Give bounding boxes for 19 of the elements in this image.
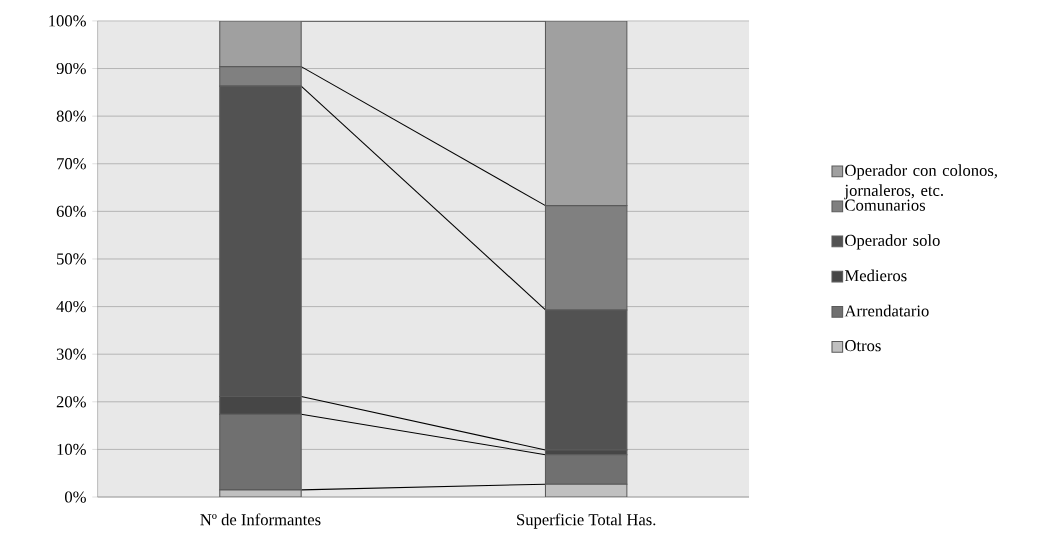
y-tick-label: 30%: [56, 348, 86, 360]
legend-label: Operador solo: [845, 234, 940, 250]
legend-label: Comunarios: [845, 199, 926, 211]
y-tick-label: 0%: [65, 491, 86, 503]
y-tick-label: 90%: [56, 62, 86, 75]
y-tick-label: 60%: [56, 205, 86, 218]
legend-label: Operador con colonos, jornaleros, etc.: [844, 164, 997, 200]
legend-label: Arrendatario: [844, 304, 929, 317]
y-tick-label: 80%: [56, 110, 86, 122]
x-tick-label: Nº de Informantes: [200, 513, 321, 526]
y-tick-label: 40%: [56, 301, 86, 313]
y-tick-label: 50%: [57, 253, 86, 265]
y-tick-label: 20%: [56, 396, 86, 408]
legend-label: Otros: [845, 340, 881, 352]
y-tick-label: 70%: [57, 158, 86, 170]
legend-label: Medieros: [844, 269, 907, 282]
y-tick-label: 100%: [49, 15, 86, 27]
x-tick-label: Superficie Total Has.: [517, 513, 656, 529]
y-tick-label: 10%: [57, 443, 86, 456]
